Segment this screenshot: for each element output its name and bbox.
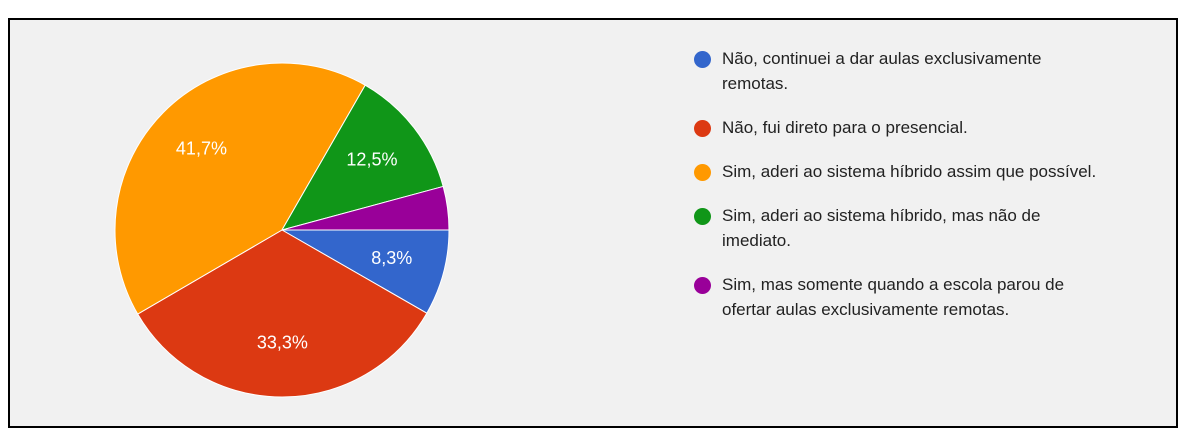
- legend-swatch: [694, 164, 711, 181]
- legend-item: Sim, mas somente quando a escola parou d…: [692, 272, 1102, 322]
- slice-label: 8,3%: [371, 248, 412, 268]
- legend-swatch: [694, 120, 711, 137]
- legend: Não, continuei a dar aulas exclusivament…: [692, 46, 1102, 341]
- legend-item: Não, continuei a dar aulas exclusivament…: [692, 46, 1102, 96]
- page: 8,3% 33,3% 41,7% 12,5% Não, continuei a dar…: [8, 18, 1178, 428]
- legend-label: Não, fui direto para o presencial.: [722, 118, 968, 137]
- legend-label: Não, continuei a dar aulas exclusivament…: [722, 49, 1042, 93]
- pie-slice: [280, 229, 450, 314]
- legend-label: Sim, aderi ao sistema híbrido, mas não d…: [722, 206, 1041, 250]
- legend-label: Sim, aderi ao sistema híbrido assim que …: [722, 162, 1097, 181]
- chart: 8,3% 33,3% 41,7% 12,5%: [114, 62, 450, 398]
- legend-item: Sim, aderi ao sistema híbrido, mas não d…: [692, 203, 1102, 253]
- legend-swatch: [694, 208, 711, 225]
- pie-slice: [137, 229, 428, 398]
- legend-item: Sim, aderi ao sistema híbrido assim que …: [692, 159, 1102, 184]
- pie-slice: [281, 185, 450, 231]
- slice-label: 33,3%: [257, 332, 308, 352]
- legend-label: Sim, mas somente quando a escola parou d…: [722, 275, 1065, 319]
- pie-slice: [280, 84, 444, 231]
- legend-item: Não, fui direto para o presencial.: [692, 115, 1102, 140]
- legend-swatch: [694, 277, 711, 294]
- pie-slice: [114, 62, 366, 315]
- legend-swatch: [694, 51, 711, 68]
- slice-label: 12,5%: [346, 149, 397, 169]
- slice-label: 41,7%: [176, 139, 227, 159]
